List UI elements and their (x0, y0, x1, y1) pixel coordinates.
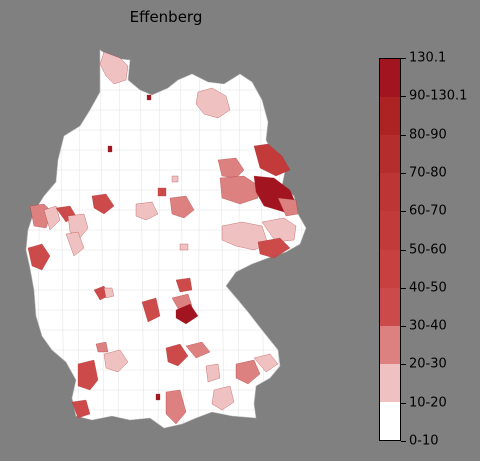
legend-swatch (380, 135, 400, 174)
legend-label: 30-40 (409, 318, 447, 334)
district-west-4 (67, 213, 89, 239)
district-bavaria-1 (175, 277, 193, 293)
district-north-coast (195, 87, 231, 119)
district-berlin-region (217, 157, 245, 179)
district-north-center (107, 145, 113, 153)
legend-tick (401, 58, 406, 59)
legend-label: 10-20 (409, 395, 447, 411)
germany-outline (25, 49, 307, 429)
district-center-5 (179, 243, 189, 251)
legend-tick (401, 402, 406, 404)
legend-label: 70-80 (409, 165, 447, 181)
district-south-2 (185, 341, 211, 359)
district-center-1 (135, 201, 159, 221)
district-east-1 (253, 143, 291, 177)
legend-swatch (380, 97, 400, 136)
district-bavaria-3 (175, 303, 199, 325)
district-west-2 (43, 205, 61, 231)
district-saxony-3 (257, 237, 291, 259)
legend-tick (401, 96, 406, 98)
legend-tick (401, 249, 406, 251)
legend-tick (401, 211, 406, 213)
legend-swatch (380, 249, 400, 288)
district-southeast-1 (235, 359, 261, 385)
district-center-2 (169, 195, 195, 219)
legend-tick (401, 441, 406, 442)
legend-swatch (380, 401, 400, 440)
district-center-4 (171, 175, 179, 183)
district-south-1 (165, 343, 189, 367)
legend-tick (401, 364, 406, 366)
legend-label: 0-10 (409, 433, 439, 449)
legend-swatch (380, 363, 400, 402)
legend-label: 50-60 (409, 242, 447, 257)
district-hesse-2 (103, 287, 115, 299)
district-bavaria-4 (141, 297, 161, 323)
district-east-3 (277, 197, 299, 217)
district-brandenburg-1 (219, 175, 259, 205)
district-southwest-4 (71, 399, 91, 419)
legend-swatch (380, 287, 400, 326)
district-northwest-1 (99, 51, 129, 85)
legend-swatch (380, 211, 400, 250)
colorbar-legend (379, 58, 401, 441)
district-west-5 (65, 231, 85, 257)
district-south-4 (211, 385, 235, 411)
district-center-3 (157, 187, 167, 197)
district-fills (27, 51, 299, 425)
map-title: Effenberg (129, 8, 203, 26)
legend-swatch (380, 59, 400, 98)
legend-label: 80-90 (409, 127, 447, 143)
legend-tick (401, 287, 406, 289)
district-west-6 (91, 193, 115, 215)
legend-tick (401, 172, 406, 174)
district-south-3 (205, 363, 221, 383)
district-southeast-2 (253, 353, 279, 373)
district-south-5 (165, 389, 187, 425)
district-southwest-1 (95, 341, 109, 353)
legend-label: 90-130.1 (409, 88, 468, 104)
district-west-7 (27, 243, 51, 271)
legend-tick (401, 326, 406, 328)
legend-max-label: 130.1 (409, 50, 447, 66)
district-north-east-1 (146, 94, 152, 101)
legend-label: 40-50 (409, 280, 447, 296)
district-southwest-3 (77, 359, 99, 391)
legend-tick (401, 134, 406, 136)
legend-swatch (380, 325, 400, 364)
district-saxony-2 (261, 217, 297, 243)
legend-label: 20-30 (409, 356, 447, 372)
legend-label: 60-70 (409, 203, 447, 219)
district-southwest-2 (103, 349, 129, 373)
district-south-6 (155, 393, 161, 401)
legend-swatch (380, 173, 400, 212)
